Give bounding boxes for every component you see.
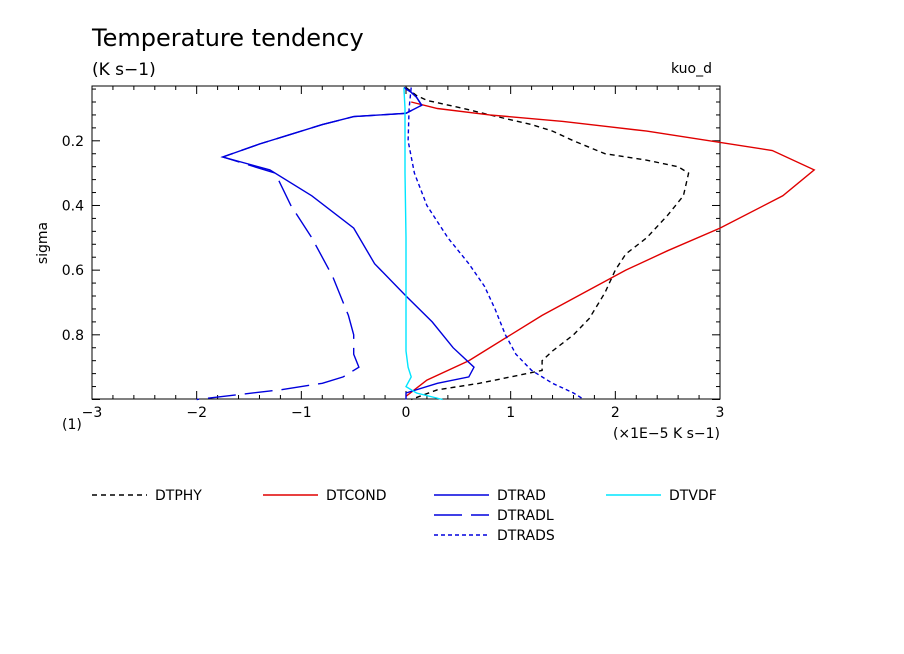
legend: DTPHY DTCOND DTRAD DTRADL DTRADS DTVDF <box>92 488 717 544</box>
x-tick-label: 0 <box>402 405 411 421</box>
x-tick-label: −2 <box>186 405 207 421</box>
legend-label-dtvdf: DTVDF <box>669 488 717 504</box>
axis-tick-labels: −3 −2 −1 0 1 2 3 0.2 0.4 0.6 0.8 <box>62 134 725 421</box>
series-line-dtrads <box>407 87 585 401</box>
legend-label-dtphy: DTPHY <box>155 488 202 504</box>
corner-label: (1) <box>62 417 82 433</box>
x-tick-label: 1 <box>506 405 515 421</box>
series-line-dtphy <box>405 86 690 401</box>
x-tick-label: −3 <box>82 405 103 421</box>
series-group <box>196 86 816 401</box>
x-axis-units: (×1E−5 K s−1) <box>613 426 720 442</box>
series-line-dtrad <box>220 86 475 400</box>
legend-label-dtradl: DTRADL <box>497 508 554 524</box>
case-label: kuo_d <box>671 61 712 77</box>
y-tick-label: 0.8 <box>62 328 84 344</box>
legend-label-dtrad: DTRAD <box>497 488 546 504</box>
legend-label-dtrads: DTRADS <box>497 528 555 544</box>
x-tick-label: −1 <box>291 405 312 421</box>
y-tick-label: 0.2 <box>62 134 84 150</box>
series-line-dtradl <box>196 86 423 401</box>
x-tick-label: 2 <box>611 405 620 421</box>
y-tick-label: 0.6 <box>62 263 84 279</box>
x-tick-label: 3 <box>716 405 725 421</box>
y-axis-label: sigma <box>35 222 51 264</box>
series-line-dtvdf <box>403 87 443 401</box>
y-tick-label: 0.4 <box>62 198 84 214</box>
series-line-dtcond <box>405 101 816 397</box>
chart-title: Temperature tendency <box>91 24 364 52</box>
legend-label-dtcond: DTCOND <box>326 488 387 504</box>
chart-units: (K s−1) <box>92 60 156 80</box>
axis-ticks <box>91 86 721 400</box>
